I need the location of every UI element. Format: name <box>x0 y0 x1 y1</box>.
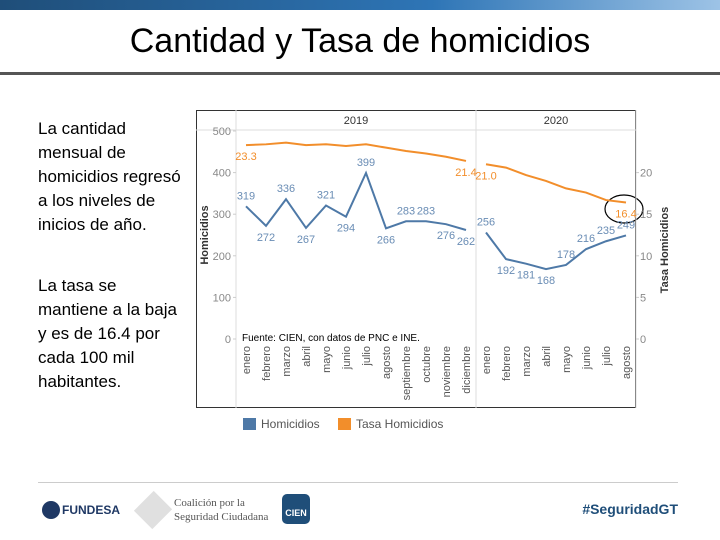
data-label: 16.4 <box>615 209 636 221</box>
data-label: 21.0 <box>475 170 496 182</box>
series-line <box>245 141 467 162</box>
series-line <box>485 231 627 271</box>
data-label: 181 <box>517 270 535 282</box>
data-label: 266 <box>377 234 395 246</box>
data-label: 283 <box>397 205 415 217</box>
x-tick-label: febrero <box>501 346 513 381</box>
y-tick-label: 200 <box>213 251 231 263</box>
slide-title: Cantidad y Tasa de homicidios <box>129 22 591 60</box>
data-label: 276 <box>437 230 455 242</box>
data-label: 21.4 <box>455 167 476 179</box>
highlight-circle <box>604 194 644 224</box>
source-note: Fuente: CIEN, con datos de PNC e INE. <box>242 333 420 344</box>
legend-label: Homicidios <box>261 417 320 431</box>
data-label: 192 <box>497 265 515 277</box>
title-rule <box>0 72 720 75</box>
x-tick-label: septiembre <box>401 346 413 400</box>
x-tick-label: junio <box>581 346 593 370</box>
y2-tick-label: 15 <box>640 209 652 221</box>
data-label: 178 <box>557 249 575 261</box>
x-tick-label: octubre <box>421 346 433 383</box>
x-tick-label: agosto <box>621 346 633 379</box>
data-label: 399 <box>357 157 375 169</box>
data-label: 336 <box>277 183 295 195</box>
panel-title: 2020 <box>544 115 568 127</box>
y-axis-title: Homicidios <box>199 205 211 264</box>
x-tick-label: abril <box>541 346 553 367</box>
top-stripe <box>0 0 720 10</box>
legend-swatch <box>243 418 256 430</box>
data-label: 321 <box>317 189 335 201</box>
data-label: 216 <box>577 233 595 245</box>
x-tick-label: febrero <box>261 346 273 381</box>
data-label: 294 <box>337 223 355 235</box>
panel-title: 2019 <box>344 115 368 127</box>
data-label: 249 <box>617 219 635 231</box>
data-label: 319 <box>237 190 255 202</box>
data-label: 262 <box>457 236 475 248</box>
x-tick-label: junio <box>341 346 353 370</box>
legend-label: Tasa Homicidios <box>356 417 443 431</box>
paragraph: La tasa se mantiene a la baja y es de 16… <box>38 276 177 391</box>
x-tick-label: abril <box>301 346 313 367</box>
x-tick-label: mayo <box>561 346 573 373</box>
y-tick-label: 400 <box>213 168 231 180</box>
y2-tick-label: 0 <box>640 334 646 346</box>
x-tick-label: marzo <box>521 346 533 377</box>
y-tick-label: 100 <box>213 292 231 304</box>
data-label: 168 <box>537 275 555 287</box>
data-label: 23.3 <box>235 151 256 163</box>
data-label: 283 <box>417 205 435 217</box>
y2-tick-label: 5 <box>640 292 646 304</box>
legend-swatch <box>338 418 351 430</box>
data-label: 272 <box>257 232 275 244</box>
x-tick-label: marzo <box>281 346 293 377</box>
y-tick-label: 0 <box>225 334 231 346</box>
data-label: 267 <box>297 234 315 246</box>
data-label: 256 <box>477 217 495 229</box>
paragraph: La cantidad mensual de homicidios regres… <box>38 119 181 234</box>
x-tick-label: enero <box>241 346 253 374</box>
x-tick-label: noviembre <box>441 346 453 397</box>
x-tick-label: agosto <box>381 346 393 379</box>
data-label: 235 <box>597 225 615 237</box>
x-tick-label: mayo <box>321 346 333 373</box>
y2-tick-label: 20 <box>640 168 652 180</box>
y2-axis-title: Tasa Homicidios <box>659 207 671 294</box>
x-tick-label: julio <box>601 346 613 367</box>
x-tick-label: julio <box>361 346 373 367</box>
y-tick-label: 500 <box>213 126 231 138</box>
x-tick-label: enero <box>481 346 493 374</box>
y-tick-label: 300 <box>213 209 231 221</box>
x-tick-label: diciembre <box>461 346 473 394</box>
footer-rule <box>38 482 678 483</box>
series-line <box>485 163 627 204</box>
y2-tick-label: 10 <box>640 251 652 263</box>
series-line <box>245 170 467 231</box>
